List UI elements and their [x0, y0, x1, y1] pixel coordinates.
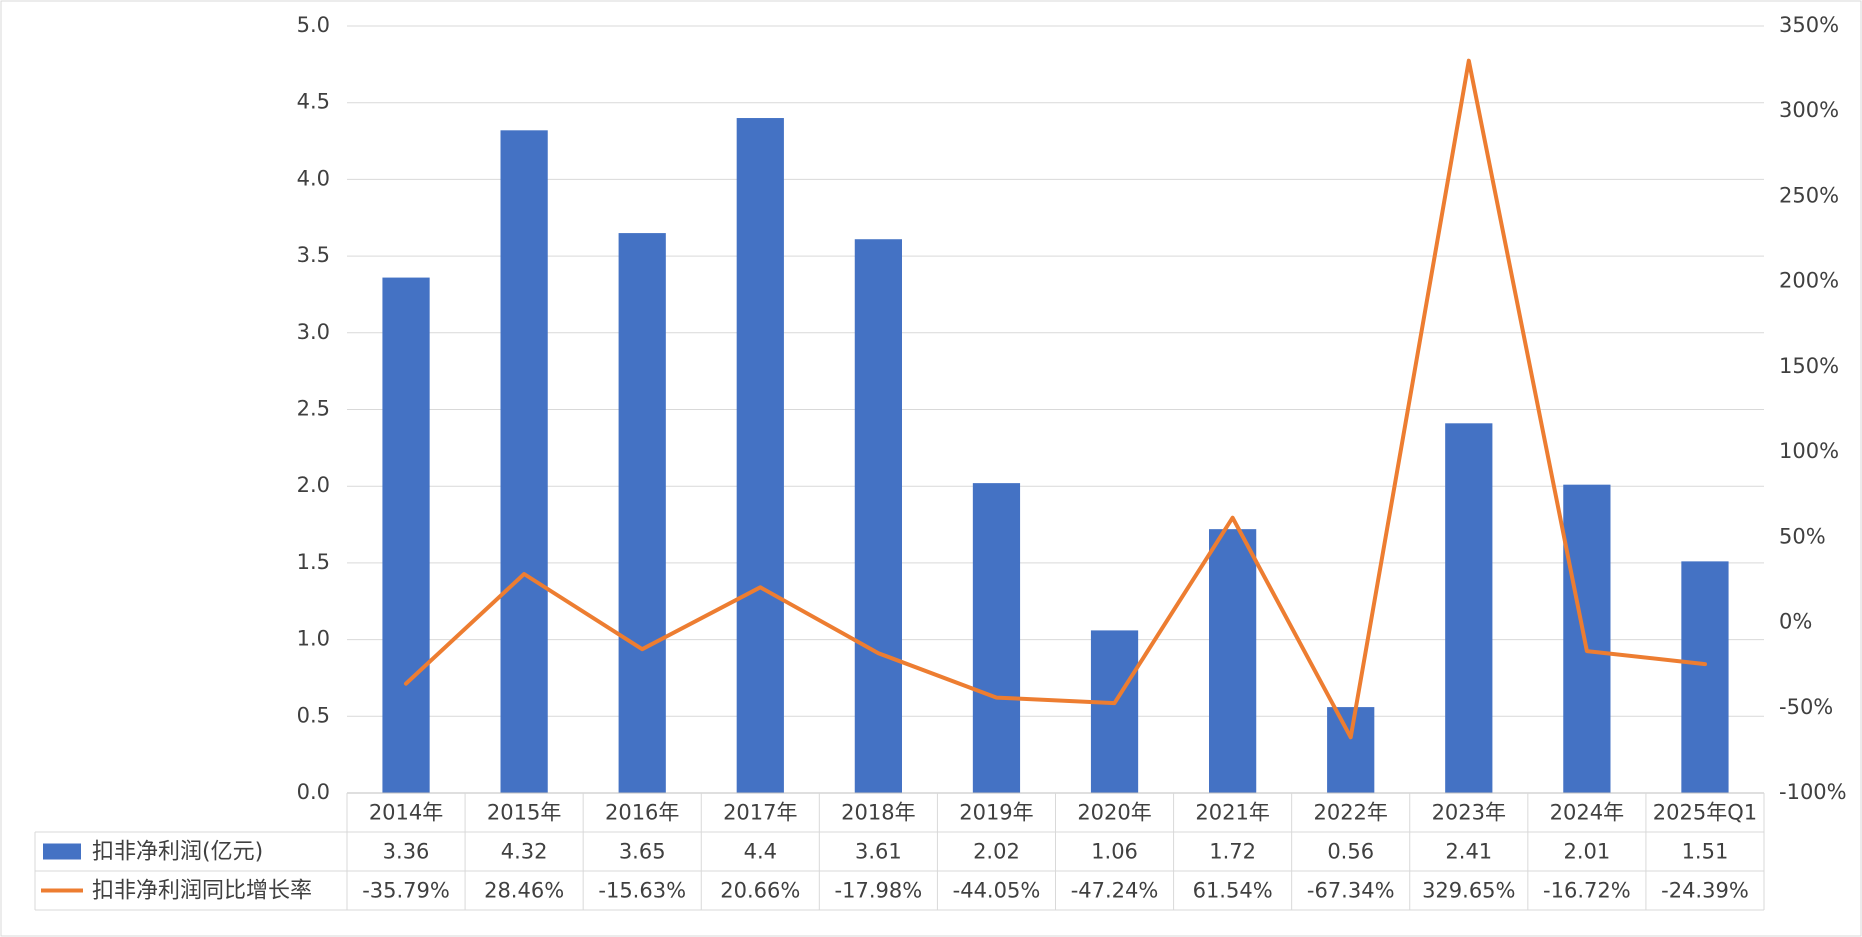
right-tick-label: 350%: [1779, 13, 1839, 37]
category-label: 2014年: [369, 801, 443, 825]
bar-2023年: [1445, 423, 1493, 793]
legend-label-line: 扣非净利润同比增长率: [92, 879, 312, 904]
category-label: 2018年: [841, 801, 915, 825]
right-tick-label: 150%: [1779, 354, 1839, 378]
left-tick-label: 4.0: [297, 166, 330, 190]
bar-value-label: 3.36: [383, 840, 430, 864]
growth-value-label: 61.54%: [1193, 879, 1273, 903]
growth-value-label: -15.63%: [598, 879, 686, 903]
legend-label-bars: 扣非净利润(亿元): [92, 840, 263, 865]
bar-2022年: [1327, 707, 1375, 793]
bar-series: [382, 118, 1729, 794]
right-tick-label: 0%: [1779, 610, 1812, 634]
category-label: 2016年: [605, 801, 679, 825]
left-tick-label: 2.0: [297, 473, 330, 497]
line-series: [404, 58, 1707, 740]
right-tick-label: 50%: [1779, 524, 1826, 548]
bar-2014年: [382, 277, 430, 793]
right-tick-label: -50%: [1779, 695, 1833, 719]
growth-rate-line: [404, 58, 1707, 740]
bar-value-label: 2.01: [1563, 840, 1610, 864]
bar-value-label: 4.32: [501, 840, 548, 864]
bar-value-label: 2.02: [973, 840, 1020, 864]
category-label: 2024年: [1550, 801, 1624, 825]
left-tick-label: 2.5: [297, 397, 330, 421]
bar-value-label: 0.56: [1327, 840, 1374, 864]
left-tick-label: 5.0: [297, 13, 330, 37]
bar-2018年: [854, 239, 902, 793]
bar-value-label: 2.41: [1445, 840, 1492, 864]
bar-2024年: [1563, 484, 1611, 793]
bar-value-label: 3.65: [619, 840, 666, 864]
bar-value-label: 1.51: [1682, 840, 1729, 864]
left-tick-label: 0.5: [297, 703, 330, 727]
right-tick-label: 100%: [1779, 439, 1839, 463]
right-tick-label: 300%: [1779, 98, 1839, 122]
category-label: 2025年Q1: [1653, 801, 1757, 825]
category-label: 2015年: [487, 801, 561, 825]
growth-value-label: -17.98%: [835, 879, 923, 903]
left-tick-label: 1.0: [297, 627, 330, 651]
right-tick-label: 200%: [1779, 269, 1839, 293]
category-label: 2017年: [723, 801, 797, 825]
growth-value-label: -35.79%: [362, 879, 450, 903]
growth-value-label: -67.34%: [1307, 879, 1395, 903]
left-tick-label: 3.5: [297, 243, 330, 267]
bar-2019年: [972, 483, 1021, 793]
growth-value-label: -44.05%: [953, 879, 1041, 903]
left-tick-label: 4.5: [297, 90, 330, 114]
right-tick-label: -100%: [1779, 780, 1847, 804]
growth-value-label: 329.65%: [1422, 879, 1515, 903]
growth-value-label: -16.72%: [1543, 879, 1631, 903]
data-table: 2014年 2015年 2016年 2017年 2018年 2019年 2020年 2021年…: [34, 792, 1765, 911]
growth-value-label: -47.24%: [1071, 879, 1159, 903]
bar-2016年: [618, 233, 666, 794]
growth-value-label: 20.66%: [720, 879, 800, 903]
left-tick-label: 3.0: [297, 320, 330, 344]
left-tick-label: 0.0: [297, 780, 330, 804]
growth-value-label: 28.46%: [484, 879, 564, 903]
bar-2021年: [1209, 529, 1257, 793]
category-label: 2023年: [1432, 801, 1506, 825]
category-label: 2019年: [959, 801, 1033, 825]
bar-value-label: 3.61: [855, 840, 902, 864]
category-label: 2022年: [1313, 801, 1387, 825]
growth-value-label: -24.39%: [1661, 879, 1749, 903]
bar-2020年: [1090, 630, 1139, 793]
gridlines: [347, 25, 1764, 794]
bar-value-label: 1.72: [1209, 840, 1256, 864]
bar-value-label: 4.4: [744, 840, 777, 864]
bar-2015年: [500, 130, 548, 793]
category-label: 2020年: [1077, 801, 1151, 825]
bar-value-label: 1.06: [1091, 840, 1138, 864]
bar-2025年Q1: [1681, 561, 1729, 793]
bar-2017年: [736, 118, 784, 794]
category-label: 2021年: [1195, 801, 1269, 825]
legend-bar-swatch: [43, 843, 81, 860]
right-tick-label: 250%: [1779, 183, 1839, 207]
left-y-axis: 0.0 0.5 1.0 1.5 2.0 2.5 3.0 3.5 4.0 4.5 5.0: [297, 13, 330, 804]
right-y-axis: -100% -50% 0% 50% 100% 150% 200% 250% 300% 350%: [1779, 13, 1847, 804]
left-tick-label: 1.5: [297, 550, 330, 574]
